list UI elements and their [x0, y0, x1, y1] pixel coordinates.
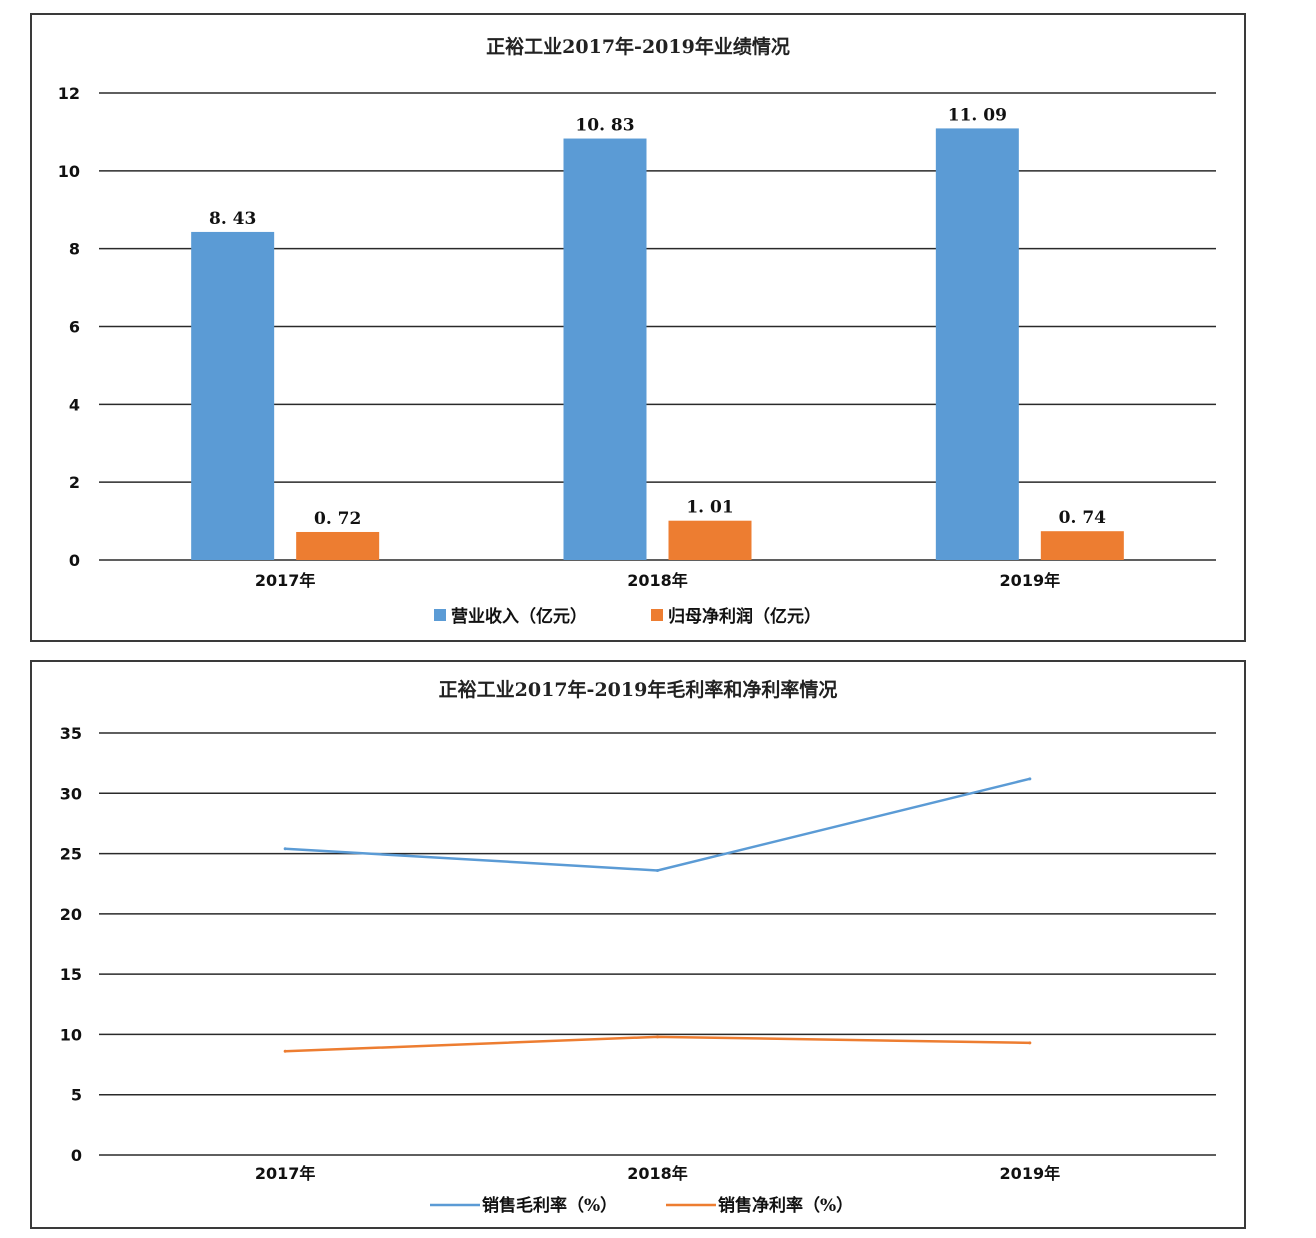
performance-bar-chart: 正裕工业2017年-2019年业绩情况 0 2 4 6 8 10 12 8. 43 0. 72…	[58, 35, 1216, 627]
y-tick-label: 12	[58, 84, 80, 103]
legend-label: 销售毛利率（%）	[482, 1195, 617, 1216]
y-tick-label: 15	[60, 965, 82, 984]
net-margin-point-3	[1028, 1041, 1032, 1045]
data-label: 1. 01	[686, 498, 733, 518]
y-tick-label: 30	[60, 784, 82, 803]
x-tick-label: 2017年	[255, 1164, 316, 1183]
chart-panel-margins: 正裕工业2017年-2019年毛利率和净利率情况 0 5 10 15 20 25 30 35 …	[30, 660, 1246, 1229]
y-tick-label: 4	[69, 395, 80, 414]
chart-panel-performance: 正裕工业2017年-2019年业绩情况 0 2 4 6 8 10 12 8. 43 0. 72…	[30, 13, 1246, 642]
data-label: 0. 72	[314, 509, 361, 529]
data-label: 10. 83	[575, 116, 634, 136]
bar-revenue-2	[563, 138, 647, 560]
bar-net-profit-2	[668, 520, 752, 560]
y-tick-label: 10	[60, 1025, 82, 1044]
gross-margin-point-3	[1028, 777, 1032, 781]
y-tick-label: 5	[71, 1086, 82, 1105]
y-tick-label: 0	[71, 1146, 82, 1165]
legend-label: 销售净利率（%）	[718, 1195, 853, 1216]
x-tick-label: 2018年	[627, 1164, 688, 1183]
net-margin-point-2	[656, 1035, 659, 1039]
y-tick-label: 0	[69, 551, 80, 570]
chart-title: 正裕工业2017年-2019年毛利率和净利率情况	[439, 678, 838, 701]
bar-net-profit-1	[296, 531, 380, 560]
legend-swatch	[651, 609, 663, 621]
gross-margin-point-2	[656, 868, 659, 872]
y-tick-label: 35	[60, 724, 82, 743]
margin-line-chart: 正裕工业2017年-2019年毛利率和净利率情况 05101520253035 …	[60, 678, 1216, 1216]
net-margin-line	[285, 1035, 1030, 1053]
bar-revenue-3	[935, 128, 1019, 560]
y-tick-label: 8	[69, 240, 80, 259]
y-tick-label: 2	[69, 473, 80, 492]
gross-margin-point-1	[283, 847, 287, 851]
legend-swatch	[434, 609, 446, 621]
legend-label: 营业收入（亿元）	[451, 606, 587, 627]
data-label: 11. 09	[948, 105, 1007, 125]
y-tick-label: 6	[69, 318, 80, 337]
bar-revenue-1	[191, 231, 275, 560]
data-label: 0. 74	[1059, 508, 1106, 528]
y-tick-label: 25	[60, 845, 82, 864]
x-tick-label: 2019年	[1000, 571, 1061, 590]
bar-net-profit-3	[1040, 531, 1124, 560]
legend-label: 归母净利润（亿元）	[668, 606, 821, 627]
chart-title: 正裕工业2017年-2019年业绩情况	[486, 35, 790, 58]
y-tick-label: 10	[58, 162, 80, 181]
x-tick-label: 2018年	[627, 571, 688, 590]
x-tick-label: 2017年	[255, 571, 316, 590]
data-label: 8. 43	[209, 209, 256, 229]
x-tick-label: 2019年	[1000, 1164, 1061, 1183]
net-margin-point-1	[283, 1049, 287, 1053]
y-tick-label: 20	[60, 905, 82, 924]
